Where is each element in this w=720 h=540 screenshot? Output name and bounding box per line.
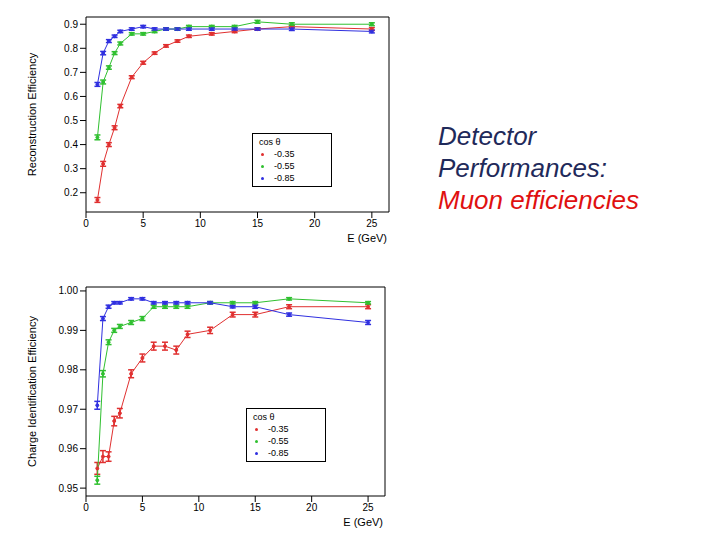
html-text:cos θ: cos θ [259, 137, 281, 147]
svg-text:0: 0 [83, 218, 89, 229]
html-text:-0.85: -0.85 [274, 173, 295, 183]
svg-text:10: 10 [195, 218, 207, 229]
svg-text:0.8: 0.8 [64, 43, 78, 54]
svg-text:0: 0 [83, 502, 89, 513]
svg-text:20: 20 [309, 218, 321, 229]
svg-text:1.00: 1.00 [59, 285, 79, 296]
svg-text:15: 15 [250, 502, 262, 513]
html-text:cos θ: cos θ [253, 412, 275, 422]
html-text:-0.55: -0.55 [274, 161, 295, 171]
svg-text:Reconstruction Efficiency: Reconstruction Efficiency [26, 52, 38, 176]
svg-text:20: 20 [306, 502, 318, 513]
svg-text:0.4: 0.4 [64, 139, 78, 150]
svg-text:10: 10 [193, 502, 205, 513]
svg-text:E (GeV): E (GeV) [343, 516, 383, 528]
svg-text:0.97: 0.97 [59, 404, 79, 415]
svg-text:0.2: 0.2 [64, 187, 78, 198]
svg-text:Charge Identification Efficien: Charge Identification Efficiency [26, 316, 38, 467]
svg-text:0.5: 0.5 [64, 115, 78, 126]
svg-text:15: 15 [252, 218, 264, 229]
svg-text:5: 5 [140, 218, 146, 229]
html-text:Detector Performances:: Detector Performances: [438, 121, 608, 183]
html-text:-0.35: -0.35 [274, 149, 295, 159]
svg-text:0.3: 0.3 [64, 163, 78, 174]
svg-text:25: 25 [366, 218, 378, 229]
svg-text:5: 5 [140, 502, 146, 513]
svg-text:0.95: 0.95 [59, 483, 79, 494]
svg-text:25: 25 [363, 502, 375, 513]
svg-text:0.6: 0.6 [64, 91, 78, 102]
svg-text:0.96: 0.96 [59, 443, 79, 454]
svg-text:0.99: 0.99 [59, 325, 79, 336]
svg-text:0.9: 0.9 [64, 19, 78, 30]
svg-text:0.98: 0.98 [59, 364, 79, 375]
html-text:-0.85: -0.85 [268, 448, 289, 458]
html-text:-0.35: -0.35 [268, 424, 289, 434]
html-text:Muon efficiencies: Muon efficiencies [438, 185, 639, 215]
html-text:-0.55: -0.55 [268, 436, 289, 446]
svg-text:0.7: 0.7 [64, 67, 78, 78]
svg-text:E (GeV): E (GeV) [347, 232, 387, 244]
